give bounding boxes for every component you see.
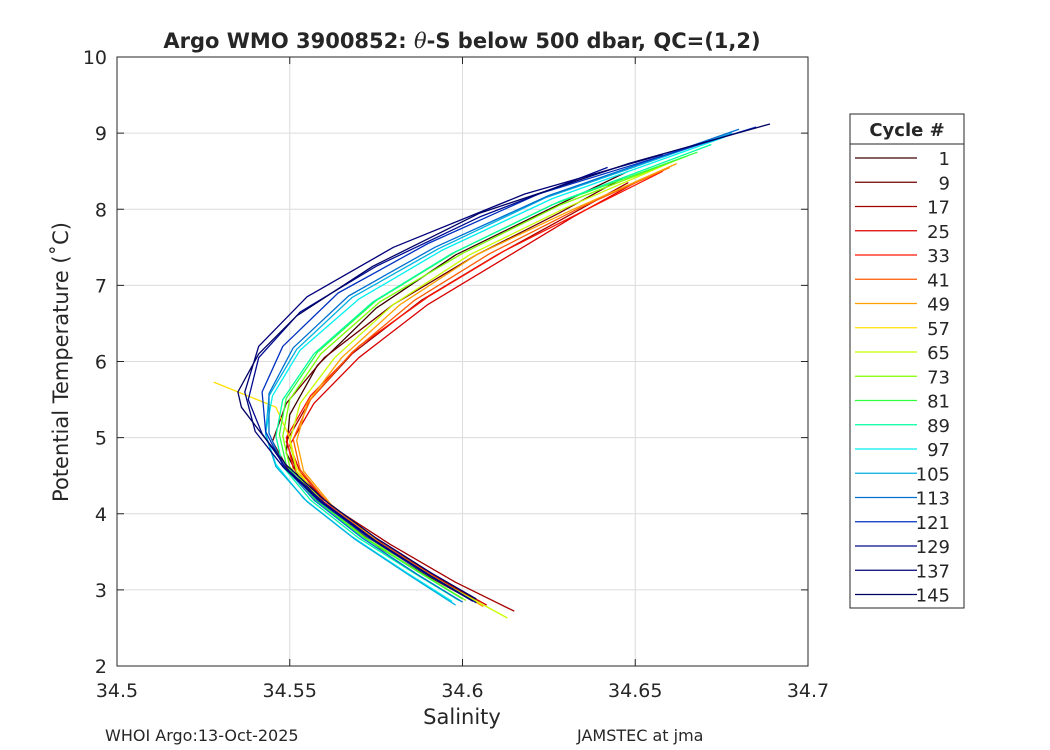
y-tick-label: 3 — [95, 580, 107, 602]
y-tick-label: 5 — [95, 428, 107, 450]
y-tick-label: 2 — [95, 656, 107, 678]
y-tick-label: 6 — [95, 352, 107, 374]
series-line-cycle-89 — [275, 143, 712, 602]
legend-label-cycle-89: 89 — [927, 416, 950, 437]
legend-label-cycle-105: 105 — [916, 464, 950, 485]
legend-label-cycle-33: 33 — [927, 246, 950, 267]
y-tick-label: 10 — [83, 47, 107, 69]
plot-axes: 34.5 34.55 34.6 34.65 34.7 2 3 4 5 6 7 8 9 10 — [83, 47, 829, 702]
x-tick-label: 34.5 — [96, 680, 138, 702]
legend-label-cycle-145: 145 — [916, 586, 950, 607]
legend: Cycle # 1 9 17 25 33 41 49 57 65 73 81 89 97 105 113 12… — [849, 113, 965, 609]
footer-right: JAMSTEC at jma — [576, 726, 703, 745]
series-line-cycle-113 — [268, 128, 740, 603]
y-tick-label: 7 — [95, 275, 107, 297]
tick-marks — [116, 56, 809, 667]
legend-box — [849, 113, 965, 609]
legend-label-cycle-9: 9 — [939, 173, 950, 194]
series-line-cycle-105 — [264, 132, 733, 606]
x-tick-label: 34.7 — [787, 680, 829, 702]
legend-label-cycle-113: 113 — [916, 489, 950, 510]
legend-label-cycle-17: 17 — [927, 198, 950, 219]
legend-label-cycle-49: 49 — [927, 295, 950, 316]
x-axis-label: Salinity — [423, 705, 501, 729]
legend-items: 1 9 17 25 33 41 49 57 65 73 81 89 97 105 113 121 129 137 1… — [855, 149, 950, 607]
footer-left: WHOI Argo:13-Oct-2025 — [105, 726, 299, 745]
y-tick-label: 4 — [95, 504, 107, 526]
chart-title: Argo WMO 3900852: θ-S below 500 dbar, QC… — [163, 29, 760, 53]
series-line-cycle-145 — [237, 123, 771, 600]
legend-label-cycle-57: 57 — [927, 319, 950, 340]
y-axis-label: Potential Temperature (˚C) — [49, 222, 73, 502]
legend-label-cycle-25: 25 — [927, 222, 950, 243]
legend-label-cycle-1: 1 — [939, 149, 950, 170]
y-tick-labels: 2 3 4 5 6 7 8 9 10 — [83, 47, 107, 678]
y-tick-label: 9 — [95, 123, 107, 145]
legend-label-cycle-65: 65 — [927, 343, 950, 364]
x-tick-label: 34.6 — [441, 680, 483, 702]
legend-label-cycle-41: 41 — [927, 270, 950, 291]
y-tick-label: 8 — [95, 199, 107, 221]
legend-label-cycle-137: 137 — [916, 561, 950, 582]
legend-label-cycle-81: 81 — [927, 392, 950, 413]
x-tick-label: 34.55 — [263, 680, 317, 702]
series-layer — [213, 123, 771, 619]
x-tick-label: 34.65 — [608, 680, 662, 702]
grid-lines — [117, 57, 808, 666]
legend-title: Cycle # — [869, 120, 944, 141]
x-tick-labels: 34.5 34.55 34.6 34.65 34.7 — [96, 680, 829, 702]
legend-label-cycle-121: 121 — [916, 513, 950, 534]
legend-label-cycle-97: 97 — [927, 440, 950, 461]
series-line-cycle-137 — [244, 153, 664, 602]
legend-label-cycle-129: 129 — [916, 537, 950, 558]
legend-label-cycle-73: 73 — [927, 367, 950, 388]
